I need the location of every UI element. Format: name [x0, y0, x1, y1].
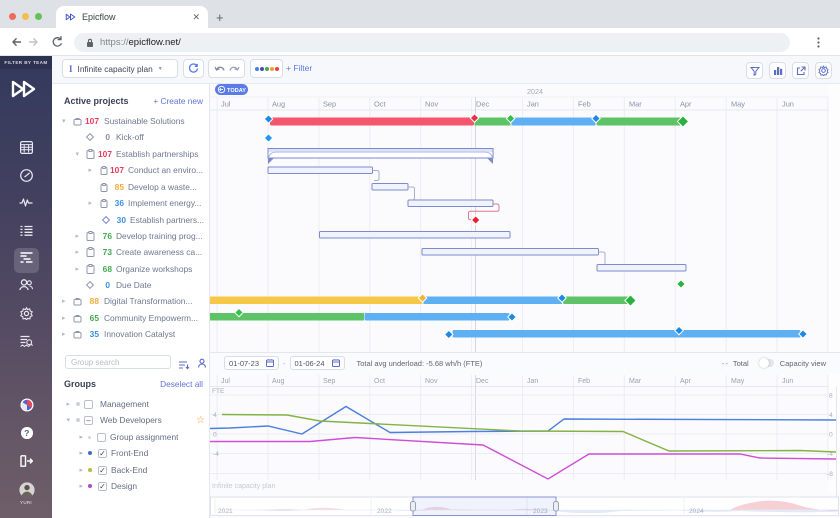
svg-text:2024: 2024 [689, 508, 704, 515]
svg-text:Nov: Nov [425, 100, 438, 109]
svg-text:Jun: Jun [782, 100, 794, 109]
svg-text:Jun: Jun [782, 378, 793, 385]
svg-text:2022: 2022 [377, 508, 392, 515]
svg-text:Dec: Dec [476, 100, 489, 109]
svg-text:8: 8 [829, 393, 833, 400]
svg-text:Dec: Dec [476, 378, 489, 385]
svg-text:Oct: Oct [374, 100, 386, 109]
svg-text:Sep: Sep [323, 100, 336, 109]
svg-text:Oct: Oct [374, 378, 385, 385]
svg-text:4: 4 [213, 412, 217, 419]
svg-text:Jul: Jul [221, 378, 230, 385]
svg-text:Aug: Aug [272, 100, 285, 109]
svg-text:-4: -4 [213, 451, 219, 458]
svg-text:Aug: Aug [272, 378, 285, 385]
svg-text:Jan: Jan [527, 100, 539, 109]
svg-text:-4: -4 [827, 451, 833, 458]
svg-text:2023: 2023 [533, 508, 548, 515]
svg-text:0: 0 [213, 432, 217, 439]
svg-text:Apr: Apr [680, 100, 692, 109]
svg-text:4: 4 [829, 412, 833, 419]
svg-text:Infinite capacity plan: Infinite capacity plan [212, 483, 276, 490]
svg-text:Nov: Nov [425, 378, 438, 385]
svg-text:Sep: Sep [323, 378, 336, 385]
svg-text:Apr: Apr [680, 378, 692, 385]
svg-text:Feb: Feb [578, 100, 591, 109]
svg-text:TODAY: TODAY [227, 88, 246, 94]
svg-text:Mar: Mar [629, 378, 642, 385]
svg-text:2024: 2024 [527, 87, 543, 96]
svg-text:2021: 2021 [218, 508, 233, 515]
svg-text:May: May [731, 378, 745, 385]
svg-text:Jul: Jul [221, 100, 231, 109]
svg-text:FTE: FTE [212, 388, 225, 395]
svg-text:-8: -8 [827, 471, 833, 478]
svg-text:Feb: Feb [578, 378, 590, 385]
svg-text:0: 0 [829, 432, 833, 439]
svg-text:Mar: Mar [629, 100, 642, 109]
svg-text:Jan: Jan [527, 378, 538, 385]
svg-text:May: May [731, 100, 745, 109]
